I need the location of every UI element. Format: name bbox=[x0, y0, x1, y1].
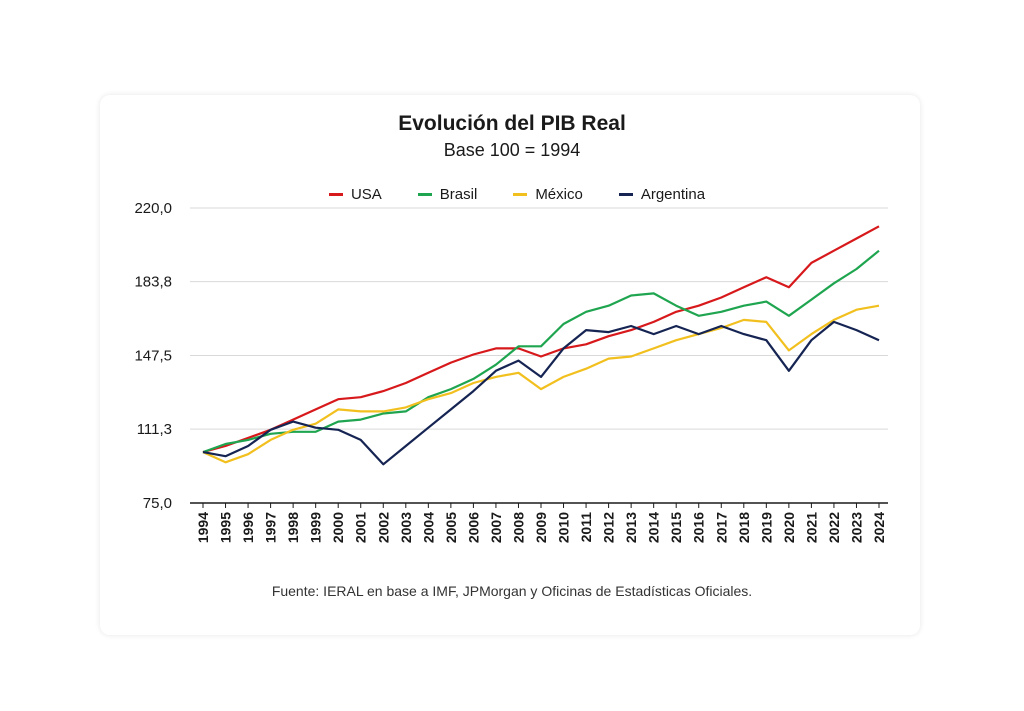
x-tick-label: 2000 bbox=[330, 512, 346, 543]
x-tick-label: 1997 bbox=[263, 512, 279, 543]
x-tick-label: 1995 bbox=[218, 512, 234, 543]
legend-item-brasil: Brasil bbox=[408, 186, 478, 203]
x-tick-label: 2008 bbox=[510, 512, 526, 543]
y-tick-label: 75,0 bbox=[143, 495, 172, 512]
legend-item-mexico: México bbox=[503, 186, 583, 203]
x-tick-label: 2019 bbox=[758, 512, 774, 543]
x-tick-label: 2003 bbox=[398, 512, 414, 543]
x-tick-label: 2006 bbox=[465, 512, 481, 543]
legend-label-mexico: México bbox=[535, 186, 583, 203]
x-tick-label: 2023 bbox=[848, 512, 864, 543]
x-tick-label: 2020 bbox=[781, 512, 797, 543]
y-tick-label: 220,0 bbox=[134, 200, 172, 217]
x-tick-label: 2017 bbox=[713, 512, 729, 543]
series-line-usa bbox=[202, 225, 880, 454]
series-line-argentina bbox=[202, 320, 880, 466]
x-tick-label: 2021 bbox=[803, 512, 819, 543]
x-tick-label: 1996 bbox=[240, 512, 256, 543]
legend-swatch-brasil bbox=[417, 193, 432, 196]
x-tick-label: 2007 bbox=[488, 512, 504, 543]
x-tick-label: 2018 bbox=[736, 512, 752, 543]
y-tick-label: 147,5 bbox=[134, 348, 172, 365]
x-tick-label: 2005 bbox=[443, 512, 459, 543]
x-tick-label: 2016 bbox=[691, 512, 707, 543]
x-tick-label: 2004 bbox=[420, 512, 436, 543]
legend-label-usa: USA bbox=[350, 186, 382, 203]
chart-title: Evolución del PIB Real bbox=[398, 112, 626, 135]
x-tick-label: 2012 bbox=[601, 512, 617, 543]
x-tick-label: 2024 bbox=[871, 512, 887, 543]
legend-swatch-mexico bbox=[513, 193, 528, 196]
series-line-mexico bbox=[202, 304, 880, 464]
x-tick-label: 2001 bbox=[353, 512, 369, 543]
x-tick-label: 2013 bbox=[623, 512, 639, 543]
legend-label-argentina: Argentina bbox=[640, 186, 706, 203]
x-tick-label: 1999 bbox=[308, 512, 324, 543]
chart-source: Fuente: IERAL en base a IMF, JPMorgan y … bbox=[271, 583, 753, 599]
legend-item-argentina: Argentina bbox=[609, 186, 705, 203]
chart-legend: USA Brasil México Argentina bbox=[0, 186, 1024, 203]
x-tick-label: 2002 bbox=[375, 512, 391, 543]
x-tick-label: 2010 bbox=[556, 512, 572, 543]
x-tick-label: 2009 bbox=[533, 512, 549, 543]
series-line-brasil bbox=[202, 249, 880, 454]
y-tick-label: 111,3 bbox=[137, 421, 172, 438]
legend-item-usa: USA bbox=[319, 186, 382, 203]
x-tick-label: 1994 bbox=[195, 512, 211, 543]
legend-swatch-argentina bbox=[618, 193, 633, 196]
x-tick-label: 2022 bbox=[826, 512, 842, 543]
x-tick-label: 2011 bbox=[578, 512, 594, 543]
y-tick-label: 183,8 bbox=[134, 274, 172, 291]
legend-label-brasil: Brasil bbox=[439, 186, 478, 203]
x-tick-label: 1998 bbox=[285, 512, 301, 543]
chart-subtitle: Base 100 = 1994 bbox=[443, 140, 581, 160]
legend-swatch-usa bbox=[328, 193, 343, 196]
x-tick-label: 2015 bbox=[668, 512, 684, 543]
x-tick-label: 2014 bbox=[646, 512, 662, 543]
